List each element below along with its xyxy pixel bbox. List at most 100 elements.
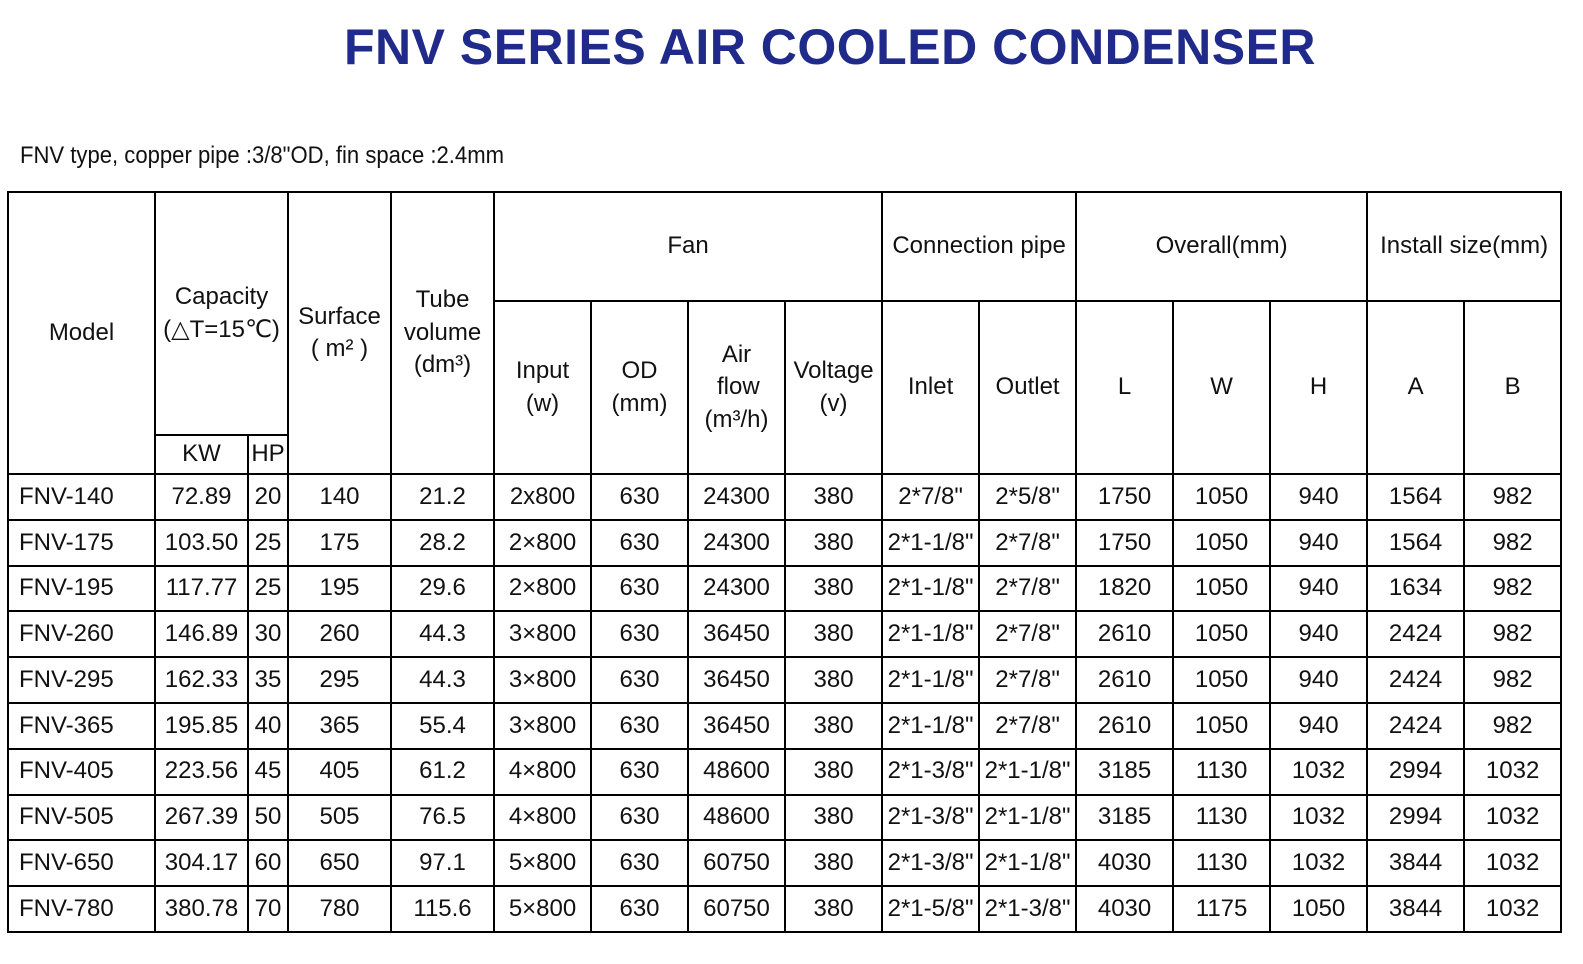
table-cell: 115.6	[390, 885, 496, 933]
table-cell: 2*1-3/8"	[881, 793, 981, 842]
model-cell: FNV-780	[7, 885, 156, 933]
table-row: FNV-175 103.50 25 175 28.2 2×800 630 24300 380 2*…	[7, 518, 1563, 567]
header-cell: A	[1366, 300, 1466, 475]
table-cell: 2*7/8"	[978, 656, 1078, 704]
table-cell: 4×800	[493, 793, 593, 842]
table-cell: 28.2	[390, 518, 496, 567]
table-cell: 1032	[1269, 747, 1369, 796]
table-cell: 380	[784, 701, 884, 750]
table-cell: 2*5/8"	[978, 473, 1078, 521]
table-cell: 70	[246, 885, 290, 933]
table-cell: 380	[784, 564, 884, 613]
table-cell: 630	[590, 518, 690, 567]
header-cell: Outlet	[978, 300, 1078, 475]
table-cell: 1130	[1172, 747, 1272, 796]
table-cell: 103.50	[154, 518, 249, 567]
table-cell: 146.89	[154, 610, 249, 659]
table-cell: 3185	[1075, 747, 1175, 796]
table-cell: 44.3	[390, 610, 496, 659]
table-cell: 1564	[1366, 518, 1466, 567]
model-cell: FNV-505	[7, 793, 156, 842]
header-cell: HP	[246, 434, 290, 475]
table-cell: 380.78	[154, 885, 249, 933]
table-row: FNV-780 380.78 70 780 115.6 5×800 630 60750 380 2…	[7, 885, 1563, 933]
table-cell: 380	[784, 473, 884, 521]
table-cell: 48600	[687, 747, 787, 796]
header-cell: Capacity (△T=15℃)	[153, 191, 290, 436]
table-cell: 3×800	[493, 610, 593, 659]
subtitle: FNV type, copper pipe :3/8"OD, fin space…	[20, 142, 505, 169]
header-label: Tube volume	[403, 286, 482, 346]
table-row: FNV-650 304.17 60 650 97.1 5×800 630 60750 380 2*…	[7, 839, 1563, 888]
table-cell: 982	[1463, 701, 1563, 750]
table-cell: 2*7/8"	[881, 473, 981, 521]
table-cell: 1050	[1269, 885, 1369, 933]
table-cell: 97.1	[390, 839, 496, 888]
table-cell: 60	[246, 839, 290, 888]
table-cell: 1032	[1463, 793, 1563, 842]
header-label: Capacity	[174, 283, 269, 311]
table-body: FNV-140 72.89 20 140 21.2 2x800 630 24300 380 2*7…	[7, 473, 1563, 933]
table-cell: 2*1-1/8"	[881, 656, 981, 704]
header-cell: Input (w)	[493, 300, 593, 475]
table-cell: 2424	[1366, 610, 1466, 659]
table-cell: 2*7/8"	[978, 701, 1078, 750]
table-cell: 304.17	[154, 839, 249, 888]
table-cell: 2×800	[493, 518, 593, 567]
table-cell: 1050	[1172, 610, 1272, 659]
table-cell: 1634	[1366, 564, 1466, 613]
table-cell: 223.56	[154, 747, 249, 796]
header-cell: Install size(mm)	[1366, 191, 1563, 302]
table-row: FNV-505 267.39 50 505 76.5 4×800 630 48600 380 2*…	[7, 793, 1563, 842]
table-cell: 5×800	[493, 885, 593, 933]
table-cell: 1050	[1172, 564, 1272, 613]
table-cell: 982	[1463, 564, 1563, 613]
table-cell: 380	[784, 656, 884, 704]
header-cell: Voltage (v)	[784, 300, 884, 475]
table-cell: 1032	[1463, 885, 1563, 933]
table-cell: 630	[590, 610, 690, 659]
table-cell: 2x800	[493, 473, 593, 521]
table-cell: 2*7/8"	[978, 564, 1078, 613]
header-cell: OD (mm)	[590, 300, 690, 475]
table-cell: 1032	[1269, 793, 1369, 842]
table-cell: 140	[287, 473, 393, 521]
header-label: Air flow	[717, 340, 760, 401]
table-cell: 630	[590, 473, 690, 521]
table-cell: 60750	[687, 885, 787, 933]
header-cell: Inlet	[881, 300, 981, 475]
table-cell: 175	[287, 518, 393, 567]
header-label: Surface	[298, 302, 381, 330]
header-cell: H	[1269, 300, 1369, 475]
table-cell: 940	[1269, 701, 1369, 750]
model-cell: FNV-405	[7, 747, 156, 796]
table-cell: 505	[287, 793, 393, 842]
header-unit: (v)	[819, 389, 848, 417]
table-cell: 1750	[1075, 473, 1175, 521]
table-cell: 2*1-1/8"	[881, 610, 981, 659]
table-cell: 2*7/8"	[978, 610, 1078, 659]
table-cell: 45	[246, 747, 290, 796]
table-cell: 405	[287, 747, 393, 796]
table-cell: 117.77	[154, 564, 249, 613]
header-label: Voltage	[793, 357, 874, 385]
table-cell: 630	[590, 747, 690, 796]
table-cell: 2*1-1/8"	[881, 564, 981, 613]
header-label: Input	[515, 357, 570, 385]
table-cell: 72.89	[154, 473, 249, 521]
spec-table: Model Capacity (△T=15℃) Surface ( m² ) Tub…	[7, 191, 1563, 933]
table-cell: 1564	[1366, 473, 1466, 521]
table-cell: 295	[287, 656, 393, 704]
header-unit: (△T=15℃)	[163, 315, 280, 343]
table-cell: 2*1-1/8"	[978, 839, 1078, 888]
table-cell: 630	[590, 564, 690, 613]
model-cell: FNV-140	[7, 473, 156, 521]
table-cell: 1050	[1172, 518, 1272, 567]
table-cell: 21.2	[390, 473, 496, 521]
table-cell: 2*1-3/8"	[978, 885, 1078, 933]
table-cell: 55.4	[390, 701, 496, 750]
header-unit: ( m² )	[310, 335, 369, 362]
table-cell: 4030	[1075, 839, 1175, 888]
table-cell: 2424	[1366, 656, 1466, 704]
